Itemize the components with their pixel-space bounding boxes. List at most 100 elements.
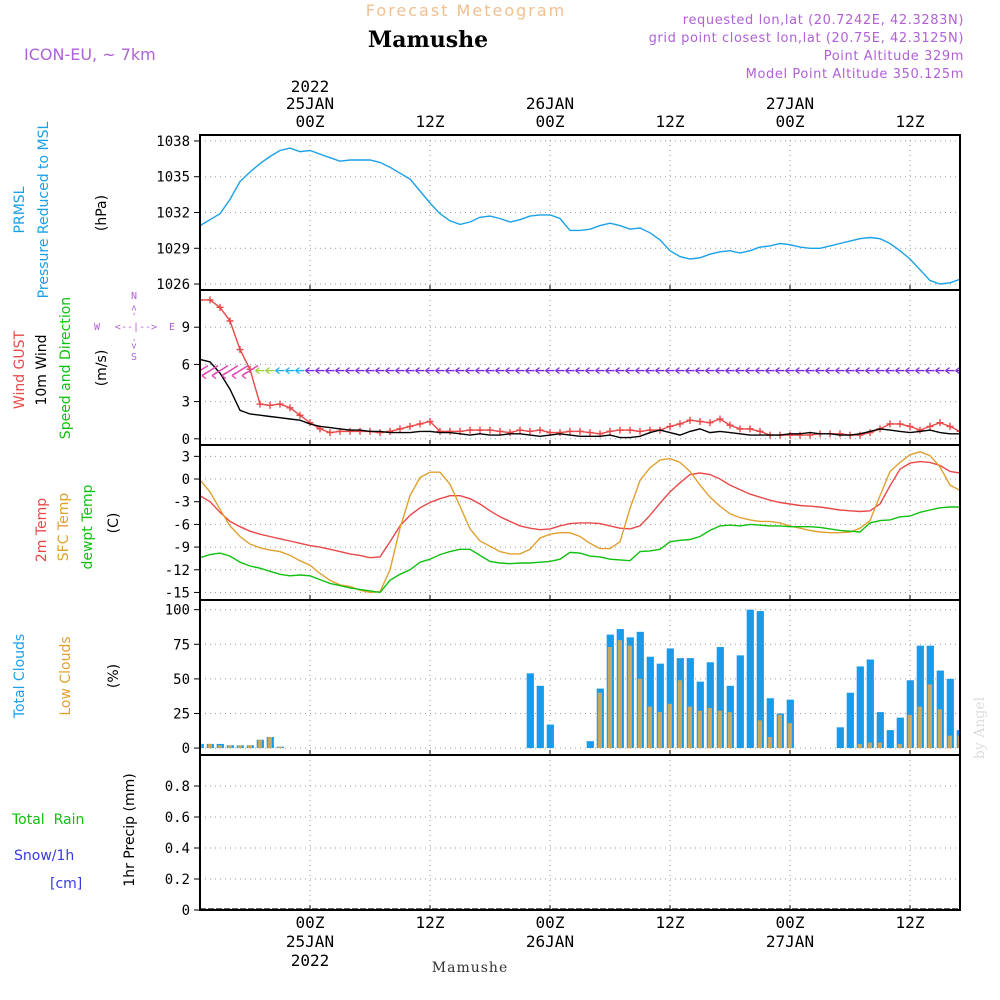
series-line-2m-temp: [200, 460, 960, 559]
precip-axis-label: 1hr Precip (mm): [122, 773, 138, 886]
top-hour-label: 00Z: [536, 112, 565, 131]
wind-barb-head: [535, 367, 540, 375]
gust-marker: [476, 426, 484, 434]
gust-marker: [346, 427, 354, 435]
top-date-label: 25JAN: [286, 94, 334, 113]
series-line-wind-gust: [200, 299, 960, 436]
compass-s-arrow: <-: [129, 337, 140, 349]
total-cloud-bar: [0, 687, 7, 748]
low-cloud-bar: [707, 707, 712, 749]
gust-marker: [436, 427, 444, 435]
pressure-ytick-label: 1032: [156, 206, 190, 222]
gust-marker: [756, 427, 764, 435]
compass-arrows: <--|-->: [115, 322, 157, 333]
wind-barb-head: [605, 367, 610, 375]
bottom-hour-label: 00Z: [536, 913, 565, 932]
total-cloud-bar: [686, 658, 694, 749]
gust-marker: [936, 419, 944, 427]
wind-barb-head: [695, 367, 700, 375]
pressure-label-desc: Pressure Reduced to MSL: [36, 121, 52, 298]
total-cloud-bar: [0, 708, 7, 748]
gust-marker: [926, 422, 934, 430]
low-cloud-bar: [857, 743, 862, 749]
gust-marker: [386, 427, 394, 435]
pressure-ytick-label: 1026: [156, 277, 190, 293]
temp-ytick-label: -6: [173, 517, 190, 533]
wind-barb-head: [805, 367, 810, 375]
gust-marker: [726, 421, 734, 429]
low-cloud-bar: [757, 720, 762, 749]
low-cloud-bar: [0, 712, 4, 748]
gust-marker: [736, 425, 744, 433]
wind-barb-head: [715, 367, 720, 375]
low-cloud-bar: [657, 712, 662, 749]
gust-marker: [416, 420, 424, 428]
series-line-prmsl: [200, 147, 960, 285]
wind-frame: [199, 289, 961, 446]
gust-marker: [786, 431, 794, 439]
low-cloud-bar: [957, 735, 960, 749]
compass-w: W: [94, 322, 101, 333]
clouds-plot-area: [0, 609, 960, 749]
top-hour-label: 00Z: [776, 112, 805, 131]
wind-barb-head: [285, 367, 290, 375]
low-cloud-bar: [227, 745, 232, 749]
low-cloud-bar: [777, 714, 782, 749]
series-line-sfc-temp: [200, 451, 960, 594]
wind-barb-head: [275, 367, 280, 375]
temp-ytick-label: 0: [182, 472, 190, 488]
gust-marker: [406, 422, 414, 430]
model-label: ICON-EU, ~ 7km: [24, 45, 156, 64]
wind-barb-head: [735, 367, 740, 375]
gust-marker: [796, 431, 804, 439]
top-year-label: 2022: [291, 77, 330, 96]
low-cloud-bar: [607, 647, 612, 749]
wind-barb-head: [725, 367, 730, 375]
wind-barb-head: [545, 367, 550, 375]
total-cloud-bar: [756, 611, 764, 749]
gust-marker: [666, 422, 674, 430]
wind-barb-head: [705, 367, 710, 375]
gust-marker: [626, 426, 634, 434]
wind-barb-head: [615, 367, 620, 375]
wind-panel: 0 3 6 9: [182, 289, 961, 448]
precip-ytick-label: 0.4: [165, 841, 190, 857]
wind-barb-head: [785, 367, 790, 375]
temp-labels: 2m Temp SFC Temp dewpt Temp (C): [34, 484, 122, 569]
snow-label: Snow/1h: [14, 848, 74, 864]
wind-barb-head: [845, 367, 850, 375]
wind-barb-head: [221, 372, 227, 380]
gust-marker: [536, 426, 544, 434]
wind-barb-head: [945, 367, 950, 375]
wind-barb-head: [265, 367, 270, 375]
low-cloud-bar: [0, 736, 4, 748]
wind-barb-head: [645, 367, 650, 375]
total-cloud-bar: [856, 666, 864, 749]
wind-barb-head: [915, 367, 920, 375]
gust-marker: [586, 429, 594, 437]
clouds-panel: 0 25 50 75 100: [0, 599, 961, 757]
gust-marker: [716, 415, 724, 423]
low-cloud-bar: [647, 706, 652, 749]
gust-marker: [466, 426, 474, 434]
wind-barb-head: [635, 367, 640, 375]
wind-barb-head: [625, 367, 630, 375]
temp-ytick-label: -9: [173, 540, 190, 556]
wind-barb-head: [675, 367, 680, 375]
wind-barb-head: [665, 367, 670, 375]
precip-ytick-label: 0.8: [165, 779, 190, 795]
bottom-title: Mamushe: [432, 960, 508, 976]
gust-marker: [676, 420, 684, 428]
gust-marker: [516, 426, 524, 434]
precip-ytick-label: 0.2: [165, 872, 190, 888]
bottom-hour-label: 12Z: [656, 913, 685, 932]
sfc-label: SFC Temp: [56, 493, 72, 562]
wind-barb-head: [211, 372, 217, 380]
wind-barb: [200, 365, 209, 372]
bottom-hour-label: 00Z: [296, 913, 325, 932]
grid-point: grid point closest lon,lat (20.75E, 42.3…: [649, 31, 964, 46]
wind-barb-head: [875, 367, 880, 375]
gust-marker: [226, 317, 234, 325]
wind-barb-head: [405, 367, 410, 375]
